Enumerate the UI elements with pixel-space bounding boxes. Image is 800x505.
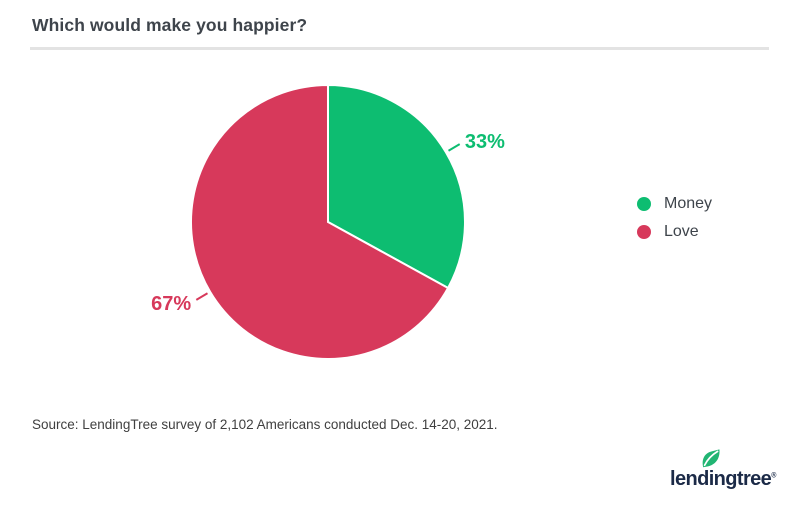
pie-slice-love bbox=[190, 83, 450, 360]
legend-swatch-love bbox=[637, 225, 651, 239]
source-note: Source: LendingTree survey of 2,102 Amer… bbox=[32, 417, 498, 432]
leaf-icon bbox=[702, 449, 720, 468]
lendingtree-logo: lendingtree® bbox=[670, 448, 780, 490]
registered-mark: ® bbox=[771, 472, 777, 480]
label-tick-love bbox=[195, 292, 209, 301]
logo-wordmark-text: lendingtree bbox=[670, 468, 772, 490]
logo-wordmark: lendingtree® bbox=[670, 468, 776, 491]
legend-label-money: Money bbox=[664, 195, 713, 212]
pie-slice-money bbox=[327, 83, 466, 290]
chart-title: Which would make you happier? bbox=[32, 15, 308, 35]
legend-swatch-money bbox=[637, 197, 651, 211]
slice-value-label-money: 33% bbox=[465, 131, 505, 153]
legend-item-love: Love bbox=[637, 218, 712, 246]
slice-value-label-love: 67% bbox=[151, 293, 191, 315]
legend-label-love: Love bbox=[664, 223, 699, 240]
legend-item-money: Money bbox=[637, 190, 712, 218]
label-tick-money bbox=[447, 143, 461, 152]
title-divider bbox=[30, 47, 769, 50]
legend: Money Love bbox=[637, 190, 712, 246]
